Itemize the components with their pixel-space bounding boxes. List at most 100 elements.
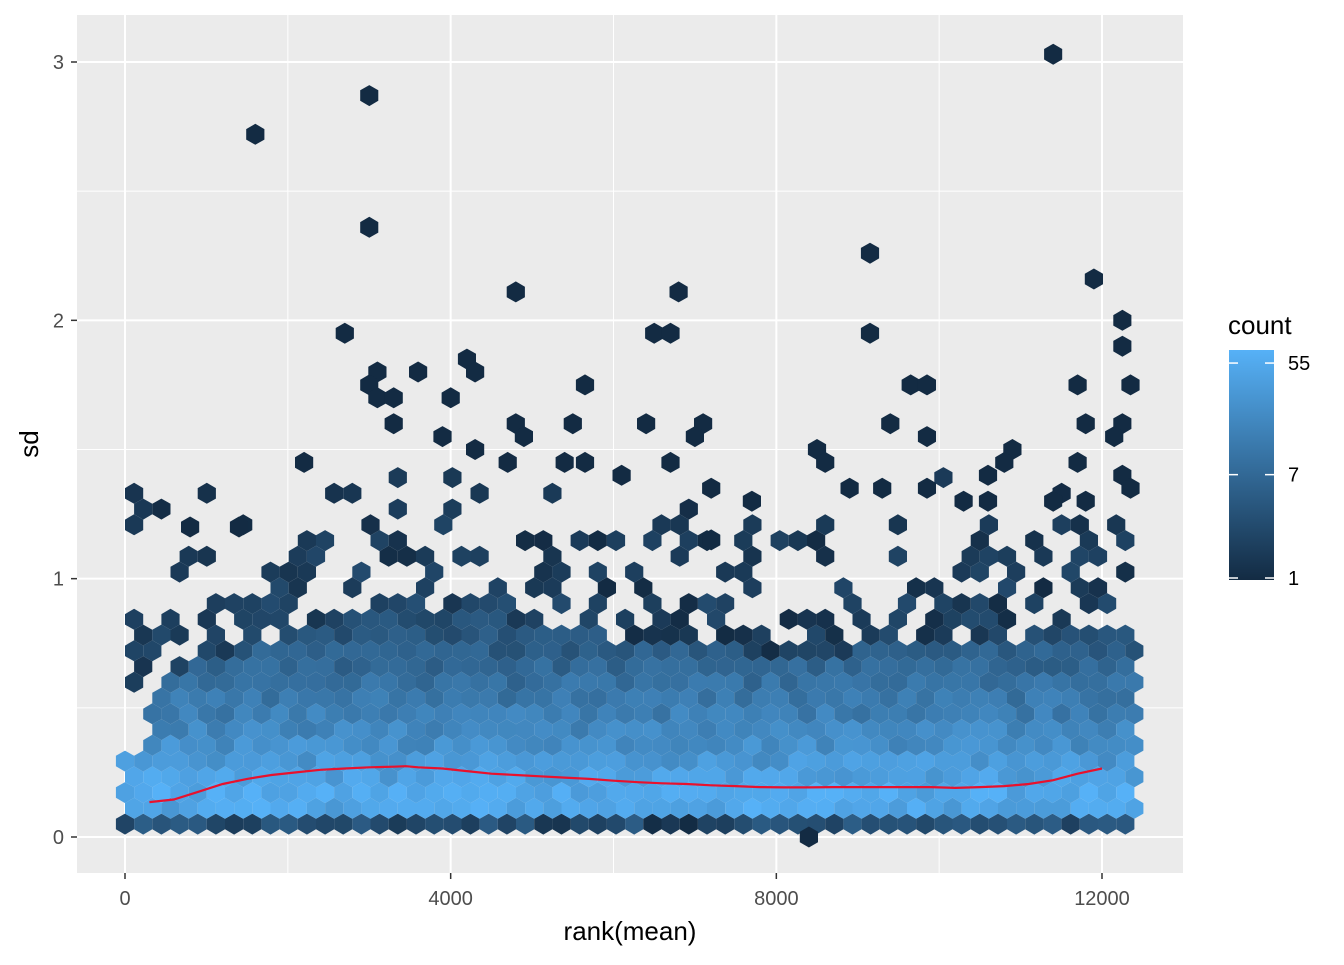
hex-bin xyxy=(325,640,344,662)
hex-bin xyxy=(770,750,789,772)
hex-bin xyxy=(834,640,853,662)
hex-bin xyxy=(816,671,835,693)
hex-bin xyxy=(543,577,562,599)
hex-bin xyxy=(843,687,862,709)
hex-bin-outlier xyxy=(563,413,582,435)
hex-bin xyxy=(1052,734,1071,756)
hex-bin xyxy=(379,734,398,756)
hex-bin xyxy=(1052,766,1071,788)
hex-bin xyxy=(925,703,944,725)
hex-bin xyxy=(206,593,225,615)
hex-bin xyxy=(970,624,989,646)
hex-bin xyxy=(1025,813,1044,835)
hex-bin xyxy=(261,750,280,772)
hex-bin xyxy=(161,766,180,788)
hex-bin xyxy=(734,750,753,772)
hex-bin xyxy=(652,608,671,630)
hex-bin xyxy=(943,671,962,693)
hex-bin xyxy=(243,813,262,835)
hex-bin xyxy=(688,766,707,788)
hex-bin xyxy=(352,719,371,741)
hex-bin xyxy=(543,703,562,725)
hex-bin xyxy=(452,703,471,725)
hex-bin xyxy=(306,545,326,567)
hex-bin xyxy=(998,671,1017,693)
hex-bin xyxy=(470,545,489,567)
hex-bin xyxy=(588,656,607,678)
hex-bin xyxy=(143,766,162,788)
hex-bin xyxy=(161,703,180,725)
hex-bin xyxy=(506,640,526,662)
hex-bin xyxy=(1043,750,1062,772)
hex-bin xyxy=(788,656,807,678)
hex-bin xyxy=(288,703,307,725)
hex-bin xyxy=(752,719,771,741)
hex-bin xyxy=(434,608,453,630)
hex-bin-outlier xyxy=(575,451,595,473)
hex-bin-outlier xyxy=(229,516,249,538)
hex-bin xyxy=(734,530,753,552)
hex-bin xyxy=(561,640,580,662)
hex-bin xyxy=(297,530,316,552)
hex-bin xyxy=(1079,750,1098,772)
hex-bin xyxy=(379,608,398,630)
hex-bin xyxy=(134,813,153,835)
hex-bin xyxy=(716,719,735,741)
hex-bin xyxy=(370,656,389,678)
hex-bin xyxy=(961,734,980,756)
hex-bin xyxy=(661,750,680,772)
hex-bin xyxy=(197,766,216,788)
hex-bin xyxy=(970,530,989,552)
hex-bin xyxy=(879,687,898,709)
hex-bin xyxy=(534,530,553,552)
hex-bin xyxy=(279,813,298,835)
hex-bin xyxy=(588,782,607,804)
hex-bin xyxy=(152,687,171,709)
hex-bin xyxy=(688,734,707,756)
hex-bin xyxy=(743,545,762,567)
hex-bin-outlier xyxy=(335,322,354,344)
hex-bin xyxy=(179,797,198,819)
hex-bin xyxy=(206,656,225,678)
hex-bin xyxy=(361,734,380,756)
hex-bin xyxy=(379,766,398,788)
hex-bin-outlier xyxy=(466,439,485,460)
hex-bin xyxy=(579,640,598,662)
hex-bin xyxy=(1016,640,1035,662)
hex-bin xyxy=(570,719,589,741)
y-axis-title: sd xyxy=(14,430,44,457)
hex-bin xyxy=(643,530,662,552)
hex-bin xyxy=(1025,687,1044,709)
hex-bin xyxy=(807,656,826,678)
hex-bin xyxy=(234,640,253,662)
legend-break-label: 1 xyxy=(1288,568,1299,590)
hex-bin xyxy=(243,719,262,741)
hex-bin xyxy=(525,671,544,693)
hex-bin xyxy=(716,561,735,583)
hex-bin xyxy=(188,813,207,835)
hex-bin xyxy=(652,703,671,725)
hex-bin xyxy=(843,750,862,772)
hex-bin xyxy=(652,671,671,693)
hex-bin xyxy=(652,734,671,756)
hex-bin xyxy=(752,687,771,709)
hex-bin xyxy=(1007,750,1026,772)
hex-bin xyxy=(1007,561,1026,583)
hex-bin xyxy=(679,782,698,804)
hex-bin xyxy=(934,656,953,678)
hex-bin xyxy=(907,766,926,788)
hex-bin xyxy=(352,687,371,709)
hex-bin xyxy=(543,640,562,662)
hex-bin xyxy=(125,640,144,662)
hex-bin xyxy=(579,703,598,725)
hex-bin xyxy=(406,782,426,804)
hex-bin xyxy=(697,687,717,709)
hex-bin xyxy=(725,640,744,662)
x-tick-label: 0 xyxy=(119,888,130,910)
hex-bin xyxy=(1025,782,1044,804)
hex-bin-outlier xyxy=(1113,335,1132,357)
hex-bin xyxy=(361,671,380,693)
hex-bin xyxy=(1043,687,1062,709)
smooth-trend-line xyxy=(149,765,1103,804)
hex-bin xyxy=(197,482,216,504)
